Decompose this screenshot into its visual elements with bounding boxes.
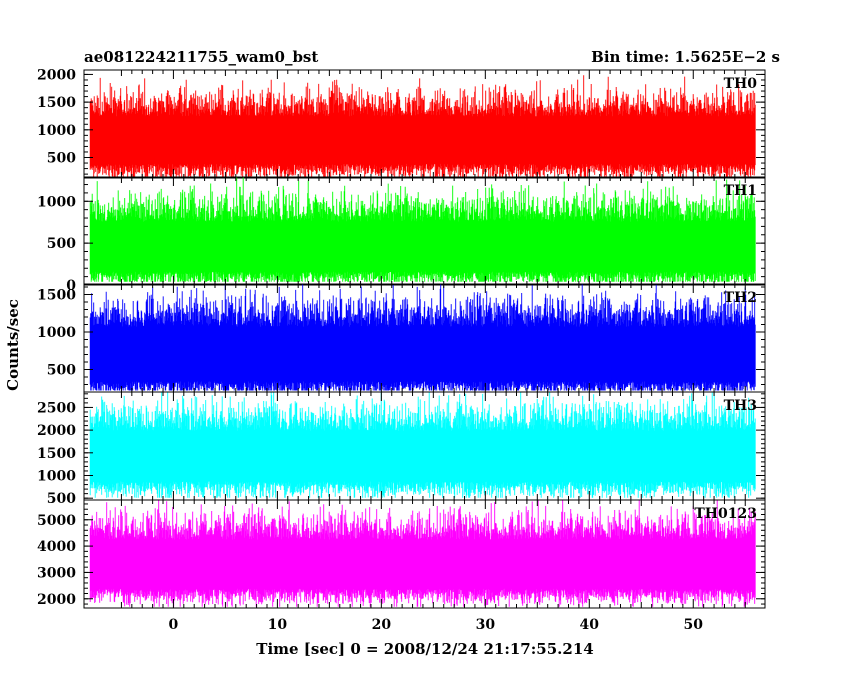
panel-label: TH2 [724,290,757,306]
panel-label: TH0 [724,76,758,92]
panel-th3: 500 1000 1500 2000 2500 TH3 [37,391,766,507]
y-tick-label: 500 [47,491,76,507]
bin-time-label: Bin time: 1.5625E−2 s [591,48,780,66]
y-tick-label: 2000 [37,592,76,608]
y-tick-label: 1500 [37,95,76,111]
y-tick-label: 500 [47,151,76,167]
y-tick-label: 1000 [37,325,76,341]
panel-label: TH3 [724,398,757,414]
y-tick-label: 2000 [37,423,76,439]
y-tick-label: 5000 [37,513,76,529]
panel-label: TH1 [724,183,757,199]
x-tick-label: 0 [169,617,179,633]
y-tick-label: 3000 [37,565,76,581]
series-trace-th0 [89,75,756,177]
panel-th0: 500 1000 1500 2000 TH0 [37,67,766,179]
series-trace-th3 [89,392,756,498]
y-tick-label: 0 [66,278,76,294]
y-tick-label: 2000 [37,67,76,83]
x-tick-label: 20 [372,617,392,633]
panel-th0123: 2000 3000 4000 5000 TH0123 [37,499,766,609]
x-tick-label: 50 [684,617,704,633]
panel-th2: 500 1000 1500 TH2 [37,283,766,393]
y-tick-label: 1000 [37,123,76,139]
series-trace-th0123 [89,500,756,607]
panel-frame [83,176,766,286]
y-tick-label: 1500 [37,288,76,304]
y-tick-label: 2500 [37,400,76,416]
series-trace-th2 [89,284,756,391]
y-tick-label: 500 [47,236,76,252]
x-axis-label: Time [sec] 0 = 2008/12/24 21:17:55.214 [256,640,593,658]
y-axis-label: Counts/sec [4,299,22,391]
panel-th1: 0 500 1000 TH1 [37,176,766,294]
panels-group: 500100015002000TH005001000TH150010001500… [37,67,766,633]
x-tick-label: 40 [580,617,600,633]
y-tick-label: 500 [47,363,76,379]
chart-title: ae081224211755_wam0_bst [84,48,318,66]
x-tick-label: 30 [476,617,496,633]
panel-label: TH0123 [694,506,757,522]
panel-frame [83,499,766,609]
y-tick-label: 1000 [37,194,76,210]
y-tick-label: 1000 [37,468,76,484]
x-tick-label: 10 [268,617,288,633]
series-trace-th1 [89,177,756,282]
y-tick-label: 4000 [37,539,76,555]
y-tick-label: 1500 [37,446,76,462]
